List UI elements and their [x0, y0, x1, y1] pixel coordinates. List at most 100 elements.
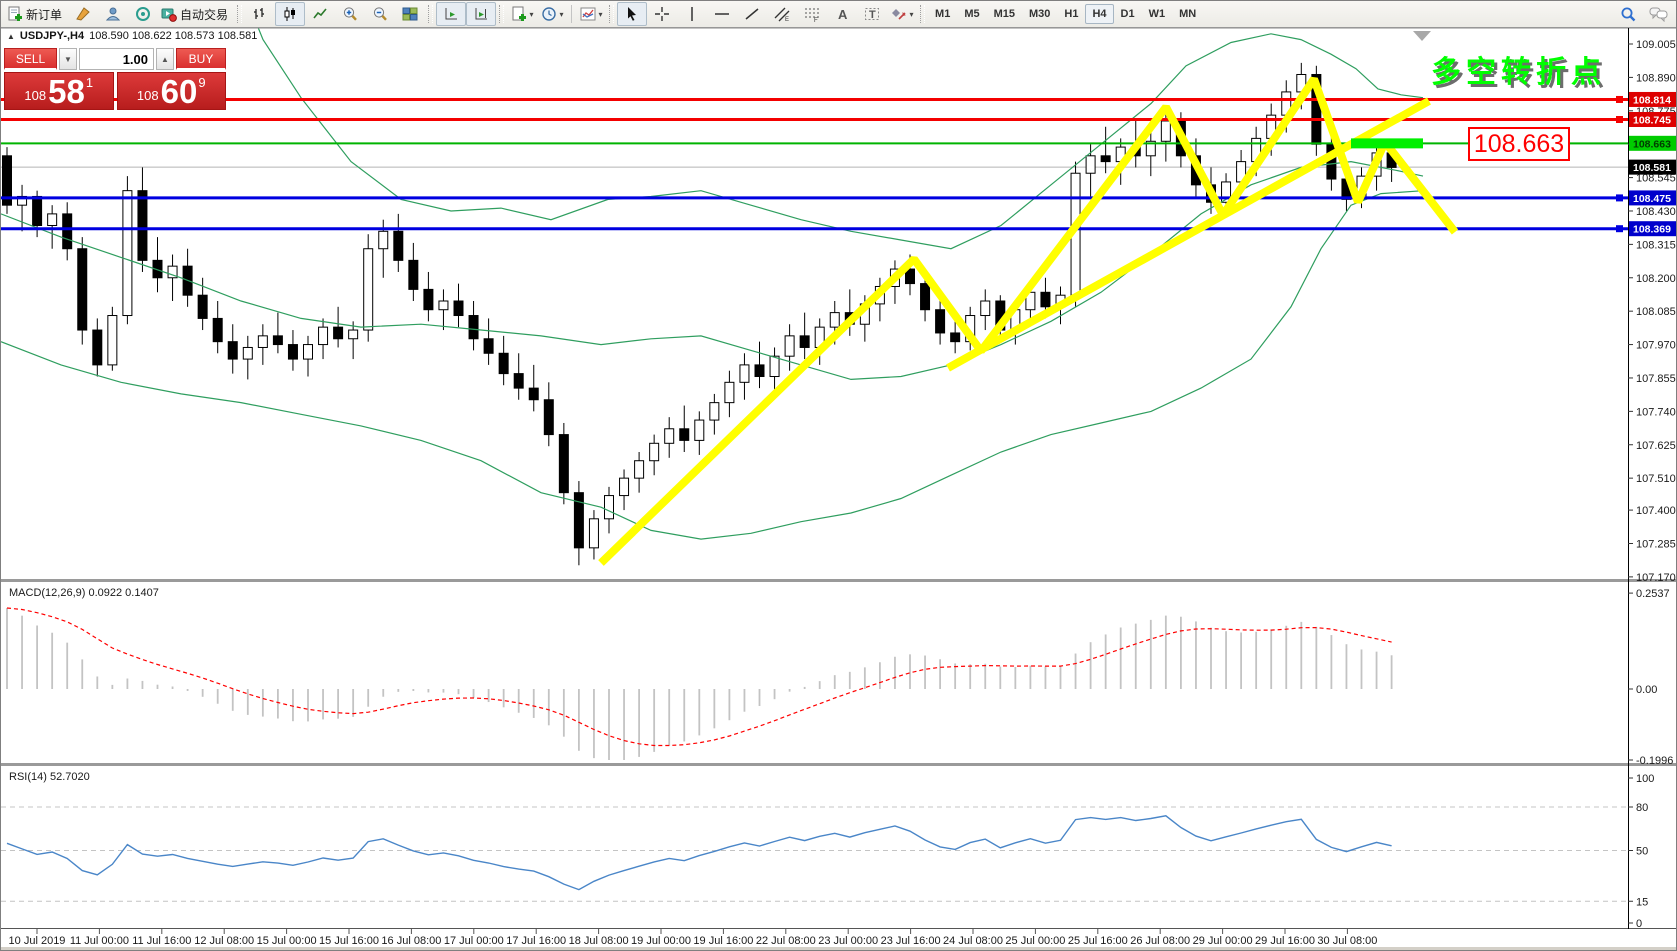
chart-shift-marker[interactable]: [1413, 31, 1431, 41]
macd-label: MACD(12,26,9) 0.0922 0.1407: [9, 587, 159, 599]
hline-handle[interactable]: [1616, 95, 1623, 103]
crosshair-icon: [655, 7, 670, 21]
shapes-dropdown[interactable]: ▾: [887, 2, 917, 26]
cursor-tool-button[interactable]: [617, 2, 648, 26]
price-axis-labels: 109.005108.890108.775108.660108.545108.4…: [1628, 39, 1676, 584]
hline-handle[interactable]: [1616, 116, 1623, 124]
channel-tool-button[interactable]: E: [767, 2, 797, 26]
volume-decrease-button[interactable]: ▼: [59, 48, 77, 70]
community-button[interactable]: [128, 2, 158, 26]
volume-input[interactable]: [79, 48, 154, 70]
candlestick-chart-button[interactable]: [275, 2, 306, 26]
autotrading-label: 自动交易: [180, 7, 229, 22]
tf-m15-button[interactable]: M15: [993, 8, 1015, 20]
chart-shift-icon: [475, 8, 488, 20]
svg-text:100: 100: [1636, 773, 1654, 785]
svg-text:18 Jul 08:00: 18 Jul 08:00: [569, 935, 629, 947]
svg-text:108.814: 108.814: [1633, 94, 1671, 106]
template-dropdown[interactable]: ▾: [576, 2, 606, 26]
bollinger-lower-band: [1, 190, 1424, 540]
trendline-tool-button[interactable]: [737, 2, 767, 26]
profile-button[interactable]: [98, 2, 128, 26]
hline-handle[interactable]: [1616, 194, 1623, 202]
gold-arrow-icon: [76, 7, 90, 21]
macd-panel-separator[interactable]: [1, 579, 1677, 582]
fibonacci-icon: F: [805, 8, 820, 22]
svg-text:23 Jul 16:00: 23 Jul 16:00: [881, 935, 941, 947]
volume-increase-button[interactable]: ▲: [156, 48, 174, 70]
tf-d1-button[interactable]: D1: [1120, 8, 1135, 20]
turning-point-annotation[interactable]: 多空转折点: [1431, 56, 1606, 89]
svg-text:107.170: 107.170: [1636, 572, 1676, 584]
collapse-panel-icon[interactable]: ▲: [7, 31, 15, 41]
zoom-in-button[interactable]: [335, 2, 365, 26]
tf-w1-button[interactable]: W1: [1148, 8, 1166, 20]
buy-button[interactable]: BUY: [176, 48, 226, 70]
zoom-in-icon: [343, 7, 357, 21]
text-label-tool-button[interactable]: T: [857, 2, 887, 26]
price-chip-108.475: 108.475: [1629, 190, 1676, 206]
rsi-panel-separator[interactable]: [1, 763, 1677, 766]
vertical-line-tool-button[interactable]: [677, 2, 707, 26]
toolbar-separator: [571, 5, 573, 23]
rsi-label: RSI(14) 52.7020: [9, 771, 90, 783]
price-box-annotation[interactable]: 108.663: [1468, 127, 1570, 161]
autotrading-button[interactable]: 自动交易: [158, 2, 234, 26]
gold-arrow-button[interactable]: [68, 2, 98, 26]
bar-chart-button[interactable]: [245, 2, 275, 26]
tf-m5-button[interactable]: M5: [964, 8, 980, 20]
chat-button[interactable]: [1643, 2, 1673, 26]
cursor-icon: [628, 7, 637, 21]
tf-m30-button[interactable]: M30: [1029, 8, 1051, 20]
periods-dropdown[interactable]: ▾: [537, 2, 567, 26]
sell-button[interactable]: SELL: [4, 48, 57, 70]
tf-h1-button[interactable]: H1: [1064, 8, 1079, 20]
add-indicator-icon: [512, 6, 526, 21]
svg-text:107.855: 107.855: [1636, 373, 1676, 385]
tile-windows-button[interactable]: [395, 2, 425, 26]
indicators-dropdown[interactable]: ▾: [507, 2, 537, 26]
price-chip-108.745: 108.745: [1629, 112, 1676, 128]
svg-text:T: T: [869, 9, 876, 21]
search-button[interactable]: [1613, 2, 1643, 26]
svg-text:11 Jul 16:00: 11 Jul 16:00: [132, 935, 191, 947]
text-tool-button[interactable]: A: [827, 2, 857, 26]
sell-price-panel[interactable]: 108 58 1: [4, 72, 114, 110]
zoom-out-button[interactable]: [365, 2, 395, 26]
buy-price-panel[interactable]: 108 60 9: [116, 72, 226, 110]
horizontal-line-tool-button[interactable]: [707, 2, 737, 26]
trendline-drawing[interactable]: [946, 97, 1431, 372]
svg-text:12 Jul 08:00: 12 Jul 08:00: [194, 935, 254, 947]
svg-text:0.00: 0.00: [1636, 684, 1657, 696]
svg-text:107.285: 107.285: [1636, 538, 1676, 550]
chart-shift-button[interactable]: [466, 2, 497, 26]
price-chip-108.663: 108.663: [1629, 135, 1676, 151]
fibonacci-tool-button[interactable]: F: [797, 2, 827, 26]
toolbar-grip: [920, 5, 926, 23]
tf-h4-button[interactable]: H4: [1085, 4, 1114, 24]
svg-text:108.663: 108.663: [1633, 138, 1671, 150]
trendline-icon: [745, 8, 759, 20]
symbol-title: USDJPY-,H4: [19, 30, 85, 42]
svg-text:107.400: 107.400: [1636, 505, 1676, 517]
new-order-button[interactable]: 新订单: [4, 2, 68, 26]
line-chart-button[interactable]: [305, 2, 335, 26]
svg-text:A: A: [838, 7, 848, 22]
svg-text:29 Jul 00:00: 29 Jul 00:00: [1193, 935, 1253, 947]
svg-text:25 Jul 00:00: 25 Jul 00:00: [1005, 935, 1065, 947]
crosshair-tool-button[interactable]: [647, 2, 677, 26]
svg-text:30 Jul 08:00: 30 Jul 08:00: [1317, 935, 1377, 947]
svg-text:E: E: [785, 17, 789, 22]
svg-text:80: 80: [1636, 802, 1648, 814]
hline-handle[interactable]: [1616, 225, 1623, 233]
search-icon: [1621, 7, 1635, 21]
shapes-icon: [891, 9, 906, 20]
svg-text:15: 15: [1636, 896, 1648, 908]
svg-text:19 Jul 16:00: 19 Jul 16:00: [693, 935, 753, 947]
tf-m1-button[interactable]: M1: [935, 8, 951, 20]
auto-scroll-button[interactable]: [436, 2, 467, 26]
price-chip-108.369: 108.369: [1629, 221, 1676, 237]
tf-mn-button[interactable]: MN: [1179, 8, 1197, 20]
